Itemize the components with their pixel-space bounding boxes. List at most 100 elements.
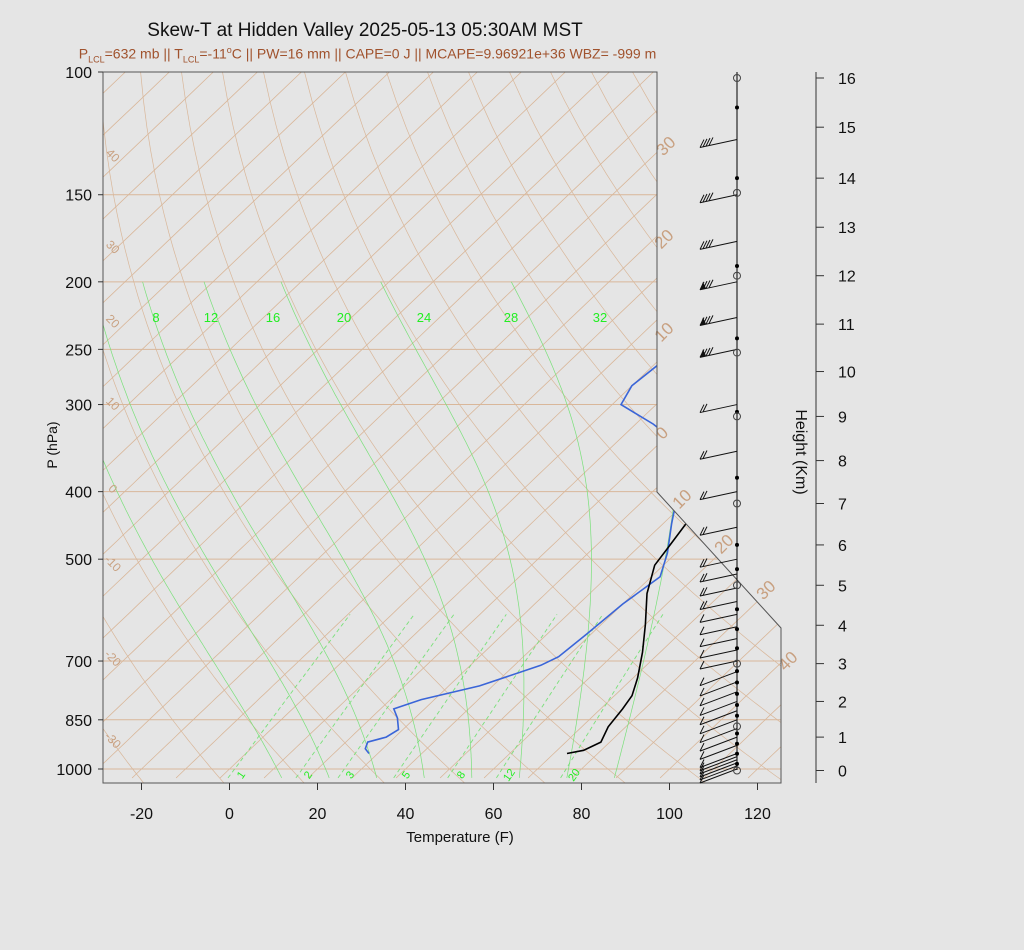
isotherm-line (103, 72, 258, 779)
dry-adiabat-line (509, 72, 781, 783)
dewpoint-profile-line (364, 72, 781, 754)
wind-level-dot (735, 646, 739, 651)
temperature-tick-label: 80 (573, 806, 591, 823)
dry-adiabat-line (468, 72, 781, 783)
isotherm-line (175, 72, 781, 779)
isotherm-line (659, 72, 781, 779)
plot-grid (103, 72, 1024, 784)
dry-adiabat-line (386, 72, 781, 783)
mixing-ratio-label: 2 (302, 769, 315, 781)
moist-adiabat-label: 8 (152, 310, 159, 325)
height-axis-label: Height (Km) (792, 409, 809, 494)
dry-adiabat-line (140, 72, 547, 783)
profiles (364, 72, 781, 755)
wind-barb-feather (699, 725, 705, 735)
moist-adiabat-line (103, 281, 283, 779)
wind-barb (699, 736, 738, 752)
wind-level-dot (735, 567, 739, 572)
mixing-ratio-line (393, 614, 507, 779)
wind-barb (699, 753, 738, 768)
wind-barb-feather (699, 450, 705, 460)
isotherm-line (103, 72, 478, 779)
wind-barb (699, 728, 738, 744)
wind-level-dot (735, 761, 739, 766)
dry-adiabat-line (103, 72, 145, 783)
wind-barb (699, 638, 738, 648)
isotherm-right-label: 30 (753, 577, 780, 604)
wind-barb-feather (702, 403, 708, 413)
wind-barb-feather (702, 600, 708, 610)
moist-adiabat-label: 32 (593, 310, 607, 325)
temperature-tick-label: 60 (485, 806, 503, 823)
wind-level-circle (733, 499, 741, 508)
dry-adiabat-line (714, 72, 781, 783)
wind-barb (699, 573, 738, 583)
chart-subtitle: PLCL=632 mb || TLCL=-11oC || PW=16 mm ||… (78, 45, 657, 65)
wind-barb-feather (699, 638, 705, 647)
moist-adiabat-label: 20 (337, 310, 351, 325)
pressure-tick-label: 150 (65, 188, 92, 205)
wind-barb-feather (699, 697, 705, 707)
wind-barb-feather (699, 716, 705, 725)
temperature-tick-label: 0 (225, 806, 234, 823)
pressure-tick-label: 250 (65, 342, 92, 359)
dry-adiabat-line (222, 72, 707, 783)
isotherm-line (103, 72, 610, 779)
wind-barb-feather (702, 450, 708, 459)
moist-adiabat-line (203, 281, 425, 778)
adiabat-label: -10 (102, 552, 124, 574)
wind-barb (699, 649, 738, 659)
isotherm-line (103, 72, 781, 779)
wind-barb-feather (699, 491, 705, 500)
wind-barb (699, 765, 738, 781)
moist-adiabat-line (380, 281, 525, 778)
wind-barb-feather (699, 614, 705, 623)
isotherm-line (103, 72, 434, 779)
wind-level-dot (735, 751, 739, 756)
chart-title: Skew-T at Hidden Valley 2025-05-13 05:30… (147, 20, 583, 41)
isotherm-line (103, 72, 781, 779)
wind-level-circle (733, 188, 741, 197)
dry-adiabat-line (919, 72, 1024, 784)
dry-adiabat-line (103, 72, 386, 783)
isotherm-line (103, 72, 698, 779)
dry-adiabat-line (960, 72, 1024, 784)
wind-barb (699, 660, 738, 670)
wind-barb (699, 450, 738, 460)
wind-barb-feather (702, 587, 708, 596)
wind-barb-feather (702, 573, 708, 582)
wind-barb-feather (708, 315, 714, 324)
isotherm-line (103, 72, 654, 779)
height-tick-label: 1 (838, 730, 847, 747)
isotherm-line (263, 72, 781, 779)
wind-barb-feather (699, 677, 705, 686)
wind-barb-feather (702, 193, 708, 203)
temperature-profile-line (566, 72, 781, 755)
isotherm-line (615, 72, 781, 779)
wind-level-circle (733, 412, 741, 421)
wind-barb-feather (708, 192, 714, 201)
height-tick-label: 12 (838, 269, 856, 286)
dry-adiabat-line (427, 72, 781, 783)
height-tick-label: 9 (838, 409, 847, 426)
mixing-ratio-label: 12 (501, 767, 518, 784)
wind-level-dot (735, 680, 739, 685)
height-tick-label: 2 (838, 694, 847, 711)
temperature-tick-label: 100 (656, 806, 683, 823)
wind-barb-feather (699, 194, 705, 203)
wind-level-circle (733, 659, 741, 668)
wind-barb-feather (699, 707, 705, 716)
moist-adiabat-label: 12 (204, 310, 218, 325)
height-tick-label: 13 (838, 220, 856, 237)
mixing-ratio-line (295, 614, 415, 779)
mixing-ratio-line (560, 614, 664, 779)
wind-barb (699, 700, 738, 716)
wind-barb (699, 558, 738, 568)
dry-adiabat-line (550, 72, 781, 783)
isotherm-right-label: 0 (652, 423, 672, 443)
wind-barb-pennant (700, 281, 706, 290)
wind-barb (699, 600, 738, 610)
wind-barb (699, 626, 738, 636)
